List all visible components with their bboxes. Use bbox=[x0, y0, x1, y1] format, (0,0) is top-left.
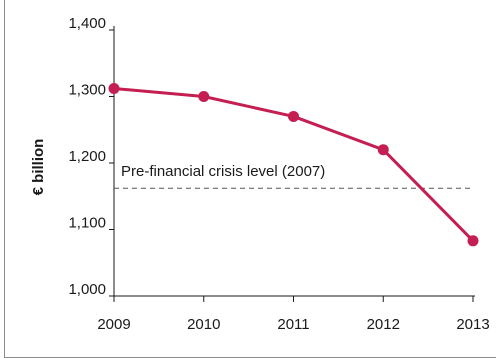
y-tick-label: 1,200 bbox=[68, 148, 106, 165]
y-axis-ticks: 1,000 1,100 1,200 1,300 1,400 bbox=[68, 15, 114, 298]
y-tick-label: 1,100 bbox=[68, 215, 106, 232]
x-tick-label: 2012 bbox=[367, 316, 400, 333]
data-point bbox=[288, 110, 299, 122]
x-tick-label: 2011 bbox=[277, 316, 309, 333]
x-tick-label: 2010 bbox=[187, 316, 220, 333]
left-border bbox=[4, 0, 5, 358]
data-point bbox=[108, 83, 120, 95]
reference-line-label: Pre-financial crisis level (2007) bbox=[121, 163, 325, 180]
x-axis-ticks: 2009 2010 2011 2012 2013 bbox=[97, 296, 490, 333]
y-tick-label: 1,300 bbox=[68, 82, 106, 99]
y-axis-label: € billion bbox=[30, 139, 47, 196]
data-point bbox=[467, 235, 479, 247]
series-layer bbox=[108, 83, 479, 247]
y-tick-label: 1,400 bbox=[68, 15, 106, 32]
data-point bbox=[377, 144, 389, 156]
data-point bbox=[198, 91, 210, 102]
y-tick-label: 1,000 bbox=[68, 281, 106, 298]
x-tick-label: 2013 bbox=[456, 316, 489, 333]
x-tick-label: 2009 bbox=[97, 316, 130, 333]
